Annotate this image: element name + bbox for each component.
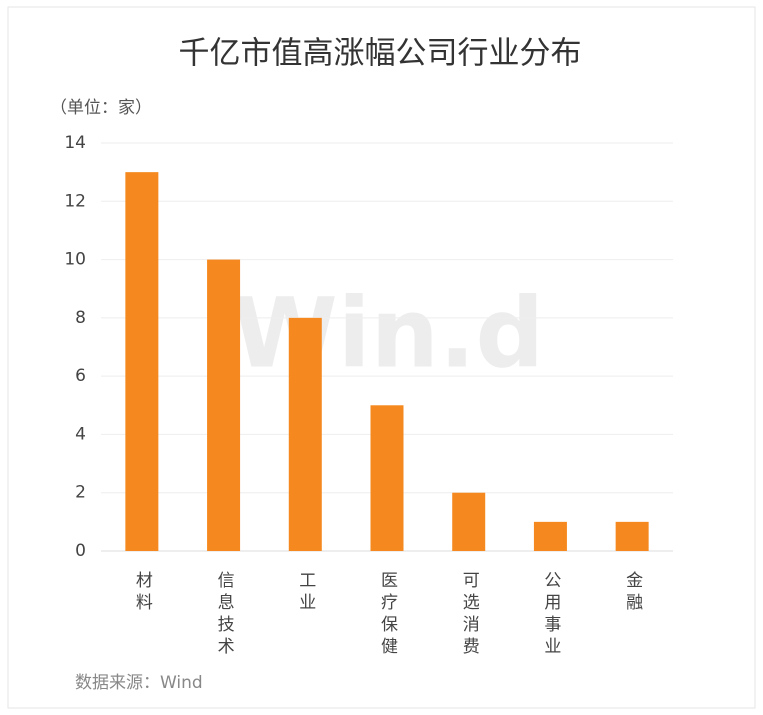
x-tick-label: 可选消费 xyxy=(459,571,480,659)
chart-title: 千亿市值高涨幅公司行业分布 xyxy=(179,36,582,72)
x-tick-label: 公用事业 xyxy=(540,571,561,659)
x-tick-label: 信息技术 xyxy=(214,571,235,659)
x-tick-label: 医疗保健 xyxy=(377,571,398,659)
y-tick-label: 10 xyxy=(64,250,86,270)
bar xyxy=(370,405,404,551)
x-tick-label: 工业 xyxy=(295,571,316,615)
y-tick-label: 8 xyxy=(75,308,86,328)
y-tick-label: 14 xyxy=(64,133,86,153)
x-tick-label: 金融 xyxy=(622,571,643,615)
x-tick-label: 材料 xyxy=(132,571,153,615)
bar xyxy=(533,521,567,551)
bar xyxy=(207,259,241,551)
watermark: Win.d xyxy=(232,277,544,389)
bar xyxy=(615,521,649,551)
bar xyxy=(288,317,322,551)
y-tick-label: 12 xyxy=(64,191,86,211)
y-tick-label: 2 xyxy=(75,483,86,503)
source-note: 数据来源：Wind xyxy=(75,673,203,693)
y-tick-label: 6 xyxy=(75,366,86,386)
bar xyxy=(452,492,486,551)
y-tick-label: 4 xyxy=(75,424,86,444)
bar xyxy=(125,172,159,551)
unit-label: （单位：家） xyxy=(50,98,152,118)
y-tick-label: 0 xyxy=(75,541,86,561)
